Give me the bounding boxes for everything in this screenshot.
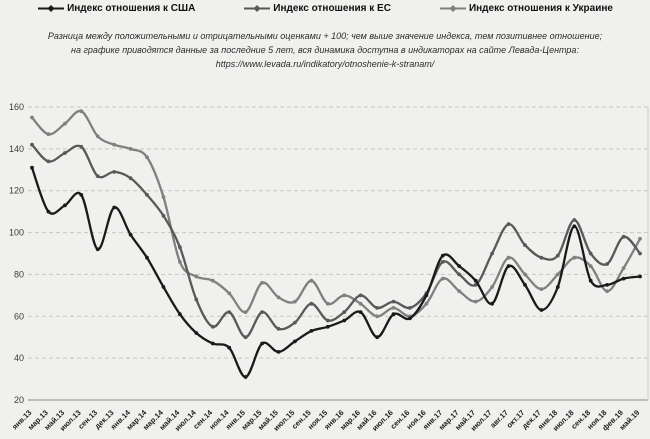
- x-axis-labels: янв.13мар.13май.13июл.13сен.13дек.13янв.…: [10, 407, 641, 432]
- svg-text:140: 140: [9, 144, 24, 154]
- subtitle-line-1: Разница между положительными и отрицател…: [47, 31, 603, 41]
- series-eu: [30, 142, 642, 340]
- legend-marker-eu-icon: [244, 5, 271, 12]
- legend-item-usa: Индекс отношения к США: [37, 3, 195, 14]
- chart-legend: Индекс отношения к США Индекс отношения …: [0, 3, 650, 14]
- y-axis-labels: 20 40 60 80 100 120 140 160: [9, 102, 24, 405]
- legend-marker-usa-icon: [38, 5, 65, 12]
- series-ukraine: [30, 109, 642, 319]
- legend-label-ukraine: Индекс отношения к Украине: [468, 3, 613, 14]
- svg-text:60: 60: [14, 311, 24, 321]
- svg-text:20: 20: [14, 395, 24, 405]
- subtitle-source-url: https://www.levada.ru/indikatory/otnoshe…: [215, 58, 435, 69]
- svg-text:40: 40: [14, 353, 24, 363]
- legend-label-usa: Индекс отношения к США: [67, 3, 196, 14]
- svg-text:160: 160: [9, 102, 24, 112]
- gridlines: [28, 106, 648, 359]
- series-usa: [30, 165, 642, 379]
- legend-label-eu: Индекс отношения к ЕС: [273, 3, 391, 14]
- svg-text:100: 100: [9, 228, 24, 238]
- svg-text:80: 80: [14, 269, 24, 279]
- chart-subtitle: Разница между положительными и отрицател…: [0, 30, 650, 72]
- legend-item-eu: Индекс отношения к ЕС: [243, 3, 391, 14]
- subtitle-line-2: на графике приводятся данные за последни…: [71, 44, 579, 55]
- svg-text:120: 120: [9, 186, 24, 196]
- legend-item-ukraine: Индекс отношения к Украине: [439, 3, 613, 14]
- legend-marker-ukraine-icon: [439, 5, 466, 12]
